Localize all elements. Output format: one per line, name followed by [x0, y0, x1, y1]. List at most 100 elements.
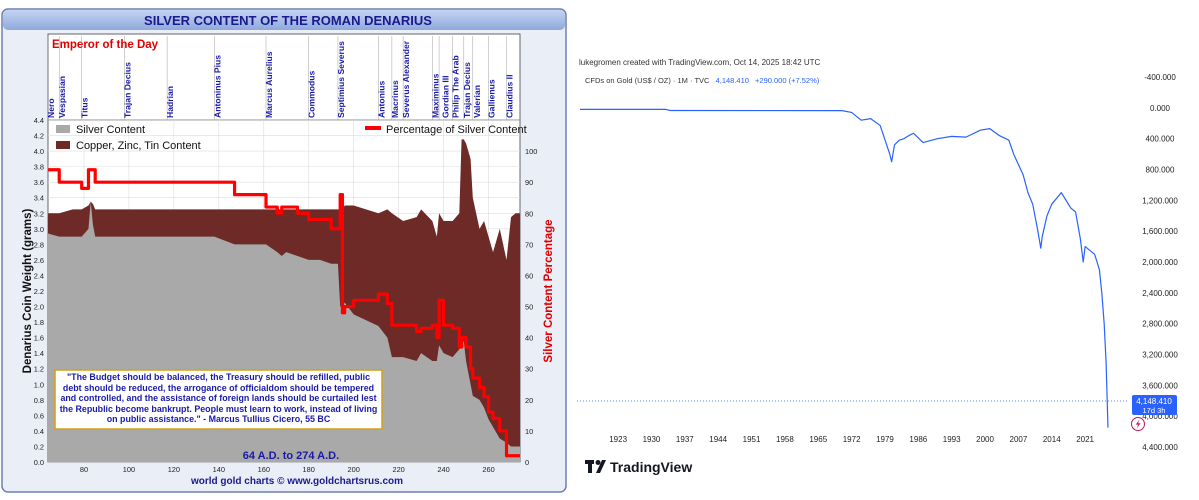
- emperor-name: Philip The Arab: [451, 55, 461, 118]
- y-tick-label: 0.2: [34, 442, 44, 451]
- symbol-info: CFDs on Gold (US$ / OZ) · 1M · TVC 4,148…: [585, 76, 820, 85]
- price-axis-label: 4,000.000: [1142, 412, 1178, 421]
- emperor-name: Titus: [80, 97, 90, 118]
- y-tick-label: 0.0: [34, 458, 44, 467]
- title-bar: [3, 10, 565, 30]
- time-axis-label: 2014: [1043, 435, 1061, 444]
- cicero-quote-container: "The Budget should be balanced, the Trea…: [59, 372, 378, 425]
- gold-chart: lukegromen created with TradingView.com,…: [577, 58, 1178, 475]
- y-tick-label: 3.4: [34, 194, 44, 203]
- emperor-name: Macrinus: [390, 80, 400, 118]
- time-axis-label: 1951: [743, 435, 761, 444]
- price-axis-label: 3,600.000: [1142, 381, 1178, 390]
- time-axis-label: 1930: [643, 435, 661, 444]
- last-price-badge: [1132, 395, 1177, 415]
- gold-chart-panel: lukegromen created with TradingView.com,…: [572, 0, 1199, 495]
- y-tick-label: 3.6: [34, 178, 44, 187]
- time-axis-label: 1923: [609, 435, 627, 444]
- time-axis-label: 1979: [876, 435, 894, 444]
- time-axis-label: 2021: [1076, 435, 1094, 444]
- y-tick-label: 0.6: [34, 411, 44, 420]
- gold-price-line: [580, 108, 1109, 428]
- y2-tick-label: 30: [525, 365, 533, 374]
- price-axis-label: 800.000: [1146, 166, 1175, 175]
- y-tick-label: 0.4: [34, 427, 44, 436]
- tv-logo-mark-stem: [588, 460, 592, 473]
- emperor-name: Claudius II: [505, 75, 515, 118]
- y-tick-label: 2.0: [34, 303, 44, 312]
- time-axis-label: 1986: [909, 435, 927, 444]
- price-axis-label: 1,200.000: [1142, 196, 1178, 205]
- price-axis-label: 1,600.000: [1142, 227, 1178, 236]
- emperor-labels: Nero Vespasian Titus Trajan Decius Hadrian An…: [46, 40, 515, 118]
- axes-ticks: 0.0 0.2 0.4 0.6 0.8 1.0 1.2 1.4 1.6 1.8 2.0 2.2 2.4 2…: [34, 116, 538, 474]
- y-tick-label: 3.0: [34, 225, 44, 234]
- denarius-chart-panel: SILVER CONTENT OF THE ROMAN DENARIUS Emp…: [0, 0, 570, 495]
- emperor-name: Antoninus Pius: [212, 55, 222, 118]
- emperor-name: Gallienus: [487, 79, 497, 118]
- time-axis-label: 1944: [709, 435, 727, 444]
- emperor-name: Severus Alexander: [401, 40, 411, 118]
- y2-tick-label: 50: [525, 303, 533, 312]
- x-tick-label: 200: [348, 465, 360, 474]
- emperor-name: Valerian: [472, 85, 482, 118]
- y2-tick-label: 20: [525, 396, 533, 405]
- y2-axis-title: Silver Content Percentage: [543, 219, 555, 362]
- y2-tick-label: 80: [525, 209, 533, 218]
- tv-attribution: lukegromen created with TradingView.com,…: [579, 58, 821, 67]
- footer-credit: world gold charts © www.goldchartsrus.co…: [190, 476, 403, 487]
- emperor-grid: [47, 36, 507, 120]
- emperor-name: Antonius: [376, 81, 386, 118]
- y-tick-label: 4.0: [34, 147, 44, 156]
- legend-silver-label: Silver Content: [76, 124, 145, 136]
- legend-percent-swatch: [365, 126, 381, 130]
- y-tick-label: 2.6: [34, 256, 44, 265]
- time-axis-label: 1958: [776, 435, 794, 444]
- x-tick-label: 140: [213, 465, 225, 474]
- tv-logo-text: TradingView: [610, 459, 692, 475]
- lightning-icon: [1135, 419, 1141, 429]
- price-axis-label: -400.000: [1144, 73, 1176, 82]
- y2-tick-label: 70: [525, 240, 533, 249]
- price-axis-label: 400.000: [1146, 135, 1175, 144]
- y-tick-label: 1.0: [34, 380, 44, 389]
- x-tick-label: 220: [392, 465, 404, 474]
- y2-tick-label: 0: [525, 458, 529, 467]
- y-tick-label: 1.8: [34, 318, 44, 327]
- tradingview-logo: TradingView: [585, 459, 692, 475]
- symbol-change: +290.000 (+7.52%): [755, 76, 820, 85]
- last-price-badge-value: 4,148.410: [1136, 397, 1172, 406]
- emperor-name: Commodus: [307, 71, 317, 118]
- y2-tick-label: 60: [525, 271, 533, 280]
- price-axis-label: 2,400.000: [1142, 289, 1178, 298]
- time-axis-label: 1993: [943, 435, 961, 444]
- legend-copper-swatch: [56, 141, 70, 149]
- price-axis-label: 0.000: [1150, 104, 1171, 113]
- y-tick-label: 1.2: [34, 365, 44, 374]
- emperor-name: Nero: [46, 98, 56, 118]
- last-price-badge-countdown: 17d 3h: [1143, 406, 1166, 415]
- emperor-name: Vespasian: [57, 76, 67, 118]
- y-tick-label: 2.8: [34, 240, 44, 249]
- emperor-name: Maximinus: [430, 73, 440, 118]
- y2-tick-label: 40: [525, 334, 533, 343]
- cicero-quote: "The Budget should be balanced, the Trea…: [59, 372, 378, 425]
- time-axis-label: 2007: [1010, 435, 1028, 444]
- time-axis-label: 2000: [976, 435, 994, 444]
- y-tick-label: 2.4: [34, 271, 44, 280]
- symbol-name: CFDs on Gold (US$ / OZ) · 1M · TVC: [585, 76, 710, 85]
- x-tick-label: 80: [80, 465, 88, 474]
- time-axis-label: 1937: [676, 435, 694, 444]
- denarius-chart: SILVER CONTENT OF THE ROMAN DENARIUS Emp…: [1, 8, 567, 493]
- x-range-label: 64 A.D. to 274 A.D.: [243, 450, 339, 462]
- legend-silver-swatch: [56, 125, 70, 133]
- price-axis-label: 2,800.000: [1142, 320, 1178, 329]
- x-tick-label: 260: [482, 465, 494, 474]
- emperor-name: Septimius Severus: [336, 41, 346, 118]
- price-axis-label: 3,200.000: [1142, 351, 1178, 360]
- emperor-name: Gordian III: [440, 76, 450, 119]
- y-tick-label: 2.2: [34, 287, 44, 296]
- price-axis-label: 4,400.000: [1142, 443, 1178, 452]
- y-tick-label: 3.8: [34, 163, 44, 172]
- y-tick-label: 0.8: [34, 396, 44, 405]
